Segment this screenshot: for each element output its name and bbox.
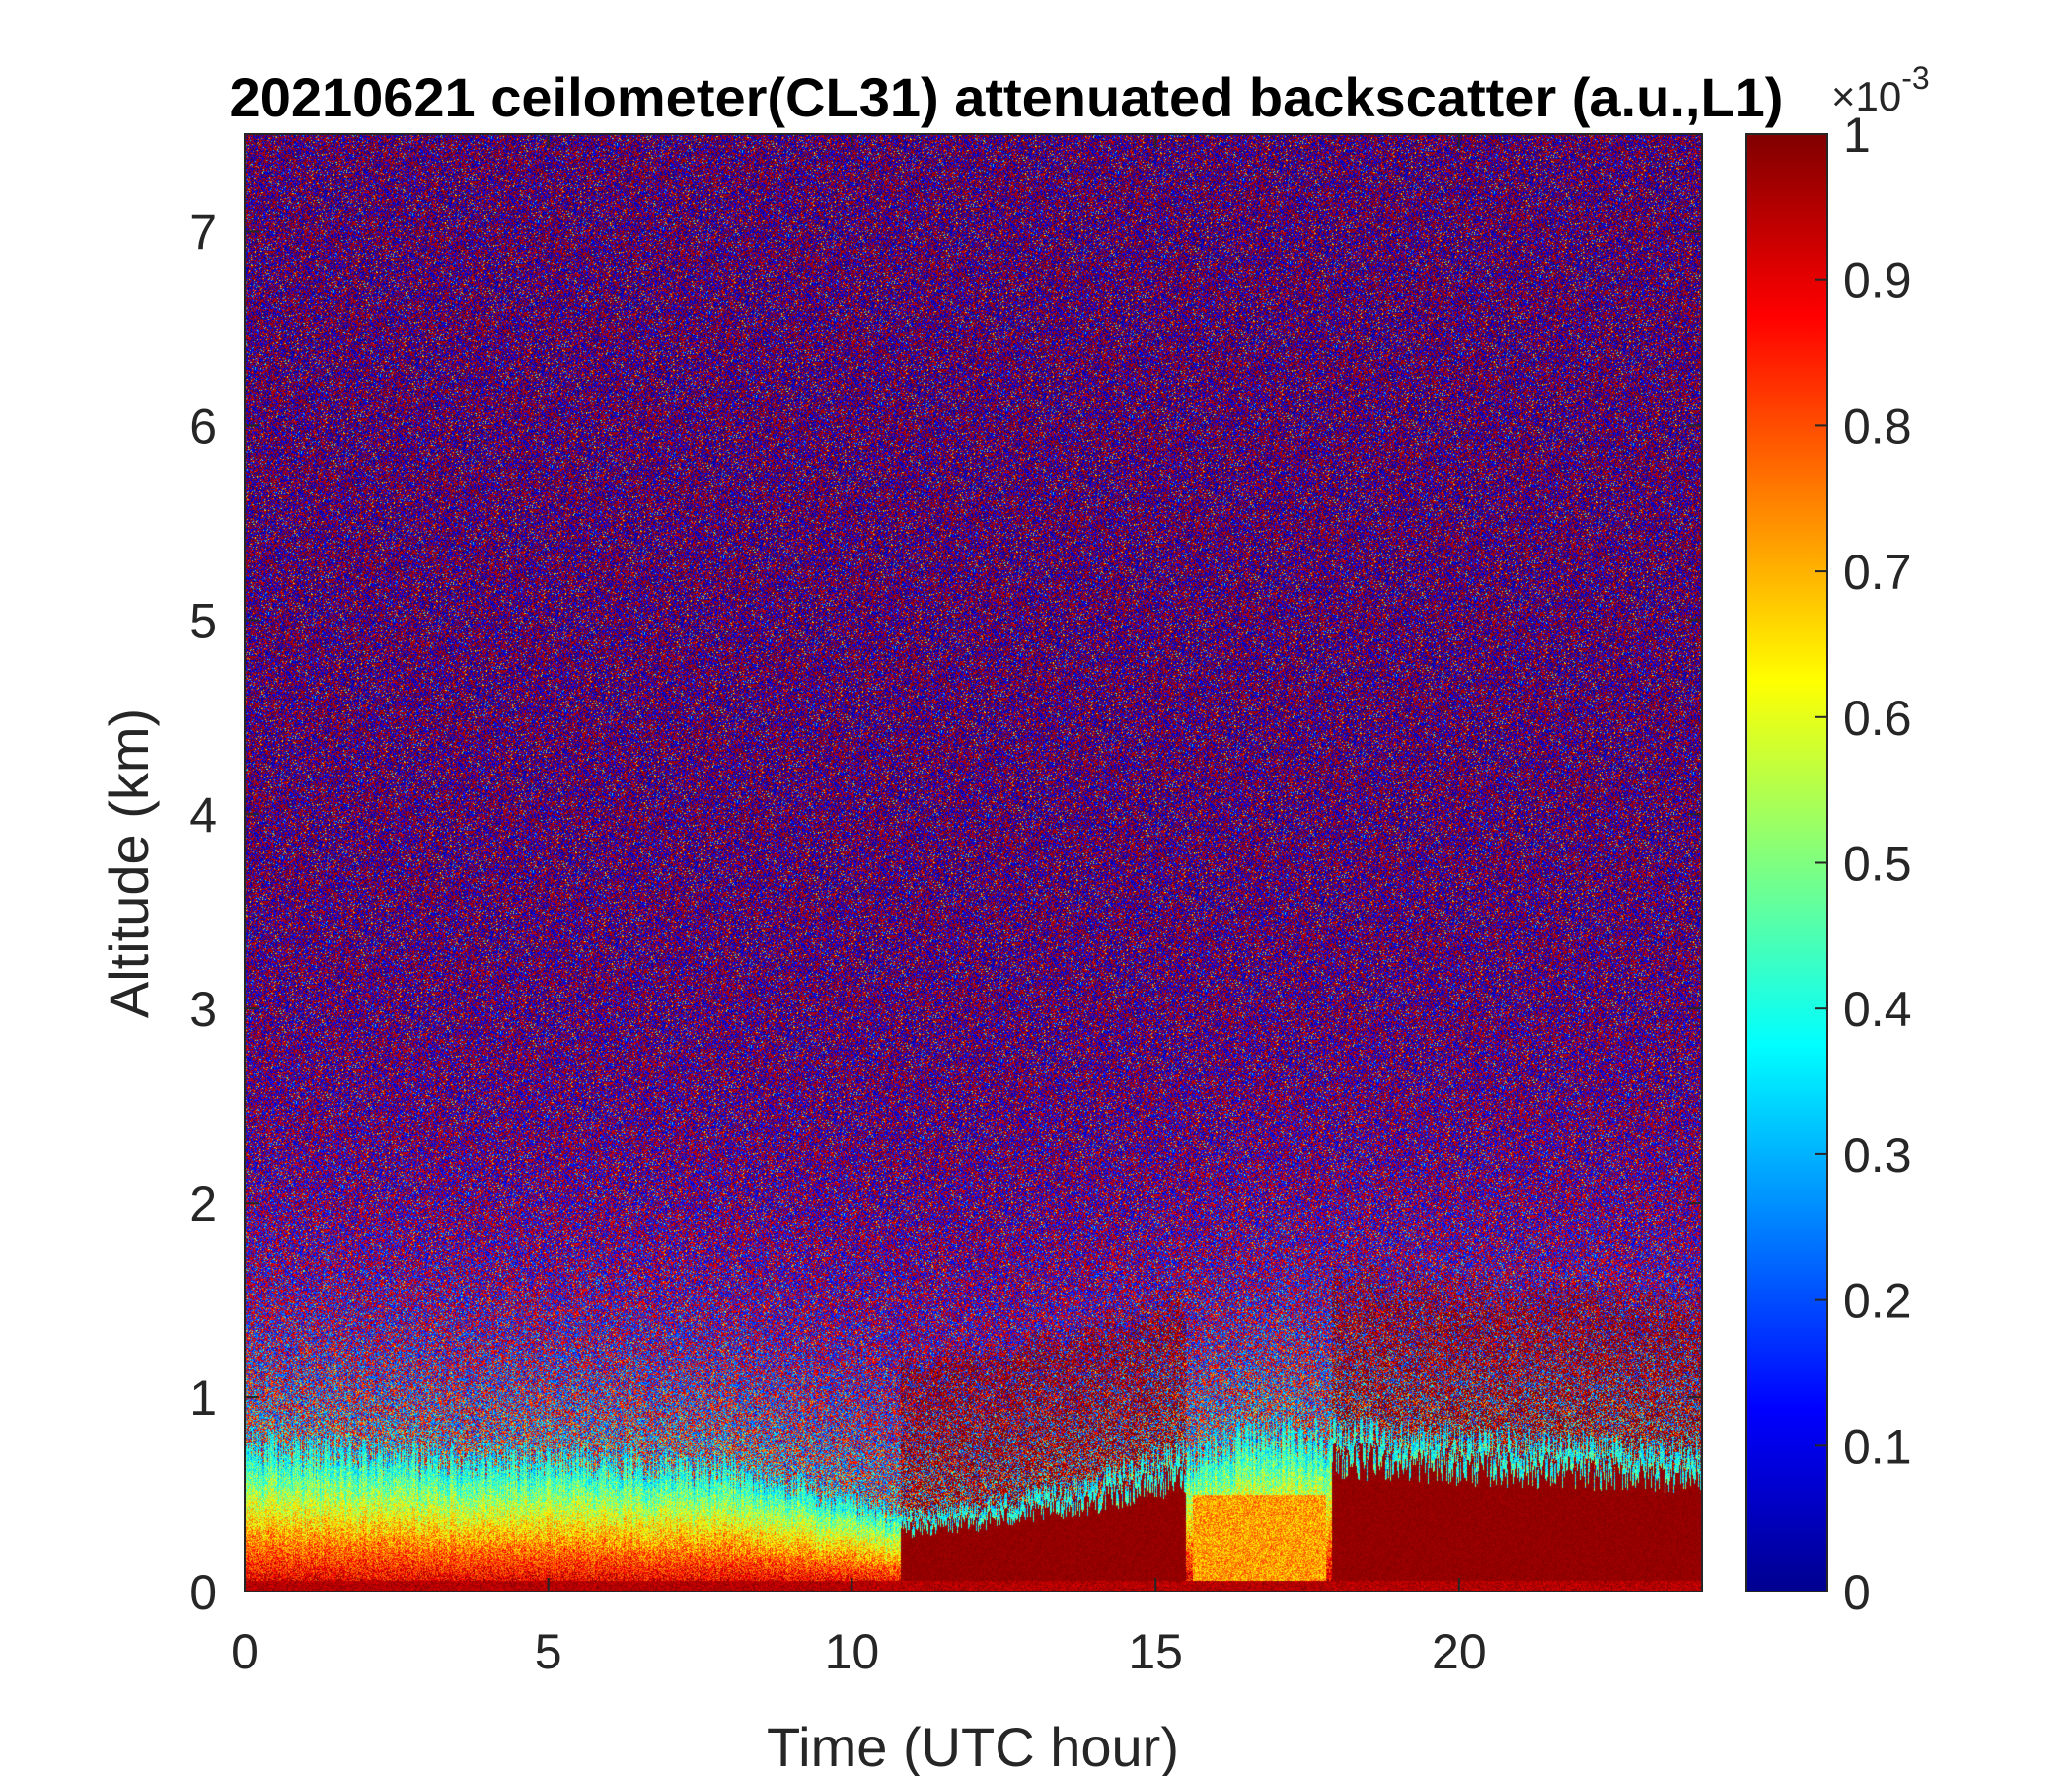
colorbar-tick-label: 1 [1843,108,1871,163]
colorbar-tick-label: 0.2 [1843,1274,1912,1329]
colorbar-multiplier-exponent: -3 [1901,60,1929,96]
y-axis: 0 1 2 3 4 5 6 7 [189,204,1702,1620]
colorbar [1745,133,1828,1592]
colorbar-tick-label: 0.9 [1843,254,1912,309]
x-axis: 0 5 10 15 20 [231,134,1487,1679]
y-tick-label: 4 [189,787,217,843]
colorbar-tick-label: 0.4 [1843,982,1912,1037]
y-tick-label: 3 [189,982,217,1037]
y-tick-label: 6 [189,399,217,454]
x-tick-label: 15 [1128,1624,1183,1679]
y-tick-label: 0 [189,1565,217,1620]
y-tick-label: 5 [189,593,217,648]
colorbar-tick-label: 0.8 [1843,399,1912,454]
colorbar-axis: 0 0.1 0.2 0.3 0.4 0.5 0.6 0.7 0.8 0.9 1 [1815,108,1912,1620]
colorbar-tick-label: 0.6 [1843,691,1912,746]
x-tick-label: 20 [1432,1624,1487,1679]
x-tick-label: 10 [825,1624,880,1679]
x-tick-label: 0 [231,1624,259,1679]
x-axis-title: Time (UTC hour) [767,1716,1179,1776]
colorbar-tick-label: 0.7 [1843,545,1912,600]
x-tick-label: 5 [535,1624,562,1679]
y-tick-label: 2 [189,1176,217,1231]
y-tick-label: 7 [189,204,217,259]
colorbar-multiplier-base: ×10 [1831,73,1901,119]
y-tick-label: 1 [189,1370,217,1426]
heatmap-image [245,134,1702,1591]
colorbar-multiplier: ×10-3 [1831,60,1930,119]
colorbar-tick-label: 0.5 [1843,837,1912,892]
colorbar-tick-label: 0.1 [1843,1419,1912,1474]
chart-title: 20210621 ceilometer(CL31) attenuated bac… [230,66,1784,128]
colorbar-tick-label: 0 [1843,1565,1871,1620]
plot-frame [244,133,1703,1592]
y-axis-title: Altitude (km) [98,708,160,1018]
colorbar-tick-label: 0.3 [1843,1128,1912,1183]
